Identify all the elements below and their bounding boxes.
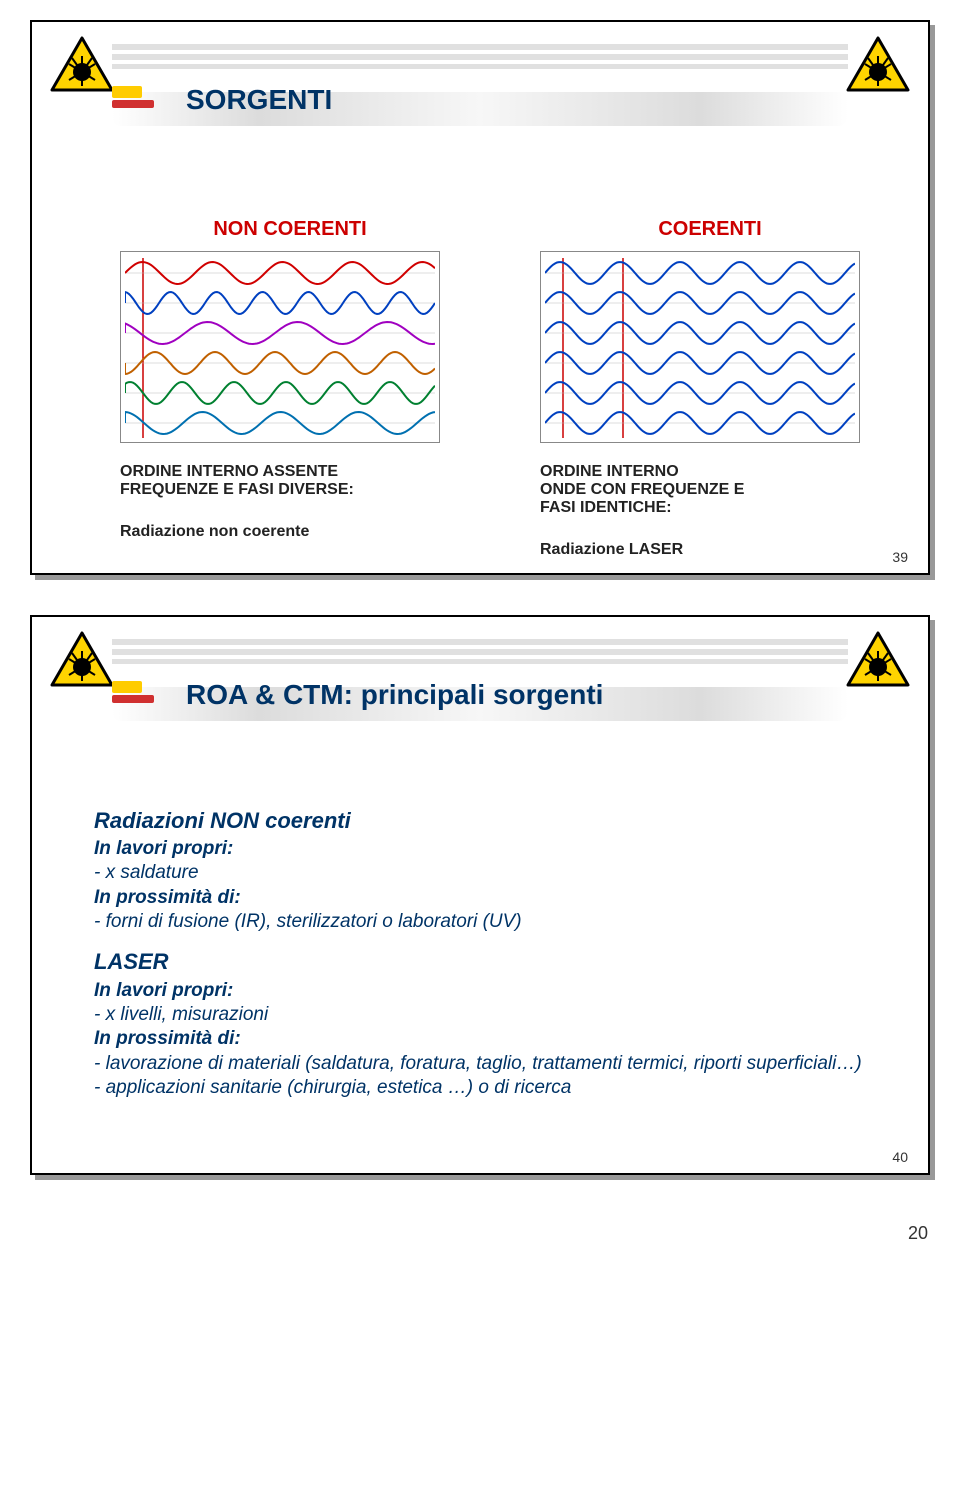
section-heading: LASER bbox=[94, 948, 870, 976]
subheading: In lavori propri: bbox=[94, 837, 870, 861]
col-label-2: Radiazione LASER bbox=[540, 541, 880, 559]
bullet-item: - x livelli, misurazioni bbox=[94, 1003, 870, 1027]
slide-sorgenti: SORGENTI NON COERENTI ORDINE INTERNO ASS… bbox=[30, 20, 930, 575]
col-heading: NON COERENTI bbox=[120, 218, 460, 241]
subheading: In lavori propri: bbox=[94, 979, 870, 1003]
slide-roa-ctm: ROA & CTM: principali sorgenti Radiazion… bbox=[30, 615, 930, 1175]
waves-coherent bbox=[540, 251, 860, 443]
col-heading: COERENTI bbox=[540, 218, 880, 241]
laser-hazard-icon bbox=[50, 631, 114, 687]
header-decoration: ROA & CTM: principali sorgenti bbox=[112, 639, 848, 703]
document-page-number: 20 bbox=[0, 1215, 960, 1264]
slide-title: ROA & CTM: principali sorgenti bbox=[186, 679, 603, 711]
laser-hazard-icon bbox=[50, 36, 114, 92]
bullet-item: - forni di fusione (IR), sterilizzatori … bbox=[94, 910, 870, 934]
bullet-item: - applicazioni sanitarie (chirurgia, est… bbox=[94, 1076, 870, 1100]
header-decoration: SORGENTI bbox=[112, 44, 848, 108]
section-heading: Radiazioni NON coerenti bbox=[94, 807, 870, 835]
col-label-1: ORDINE INTERNO ASSENTE FREQUENZE E FASI … bbox=[120, 463, 460, 499]
bullet-item: - lavorazione di materiali (saldatura, f… bbox=[94, 1052, 870, 1076]
bullet-item: - x saldature bbox=[94, 861, 870, 885]
subheading: In prossimità di: bbox=[94, 886, 870, 910]
col-label-1: ORDINE INTERNO ONDE CON FREQUENZE E FASI… bbox=[540, 463, 880, 517]
slide-title: SORGENTI bbox=[186, 84, 332, 116]
subheading: In prossimità di: bbox=[94, 1027, 870, 1051]
slide-page-number: 39 bbox=[892, 549, 908, 565]
laser-hazard-icon bbox=[846, 36, 910, 92]
col-label-2: Radiazione non coerente bbox=[120, 523, 460, 541]
waves-non-coherent bbox=[120, 251, 440, 443]
column-coerenti: COERENTI ORDINE INTERNO ONDE CON FREQUEN… bbox=[540, 218, 880, 559]
slide-page-number: 40 bbox=[892, 1149, 908, 1165]
column-non-coerenti: NON COERENTI ORDINE INTERNO ASSENTE FREQ… bbox=[120, 218, 460, 559]
laser-hazard-icon bbox=[846, 631, 910, 687]
